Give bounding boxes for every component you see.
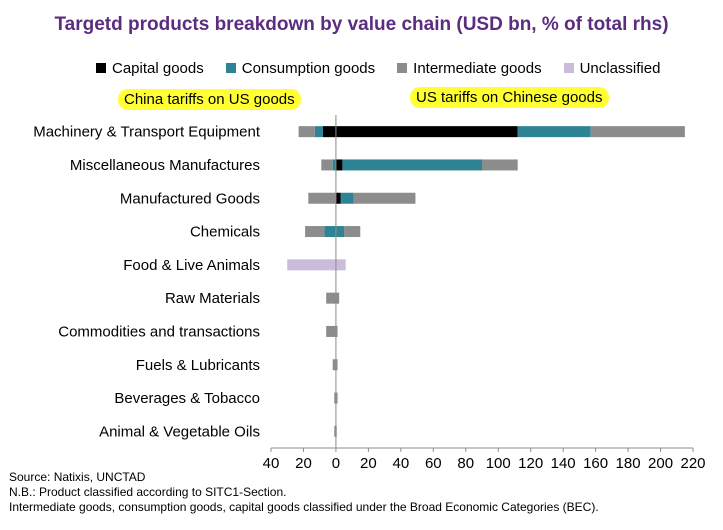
bar-china-consumption-goods xyxy=(332,159,336,171)
legend-swatch-unclassified xyxy=(563,63,574,73)
chart-plot-area: Machinery & Transport Equipment Miscellan… xyxy=(33,115,706,470)
x-tick-label: 200 xyxy=(648,455,673,470)
bar-china-intermediate-goods xyxy=(334,392,336,404)
legend-item-capital-goods: Capital goods xyxy=(96,60,204,77)
legend-item-unclassified: Unclassified xyxy=(563,59,661,77)
footnote-classification: N.B.: Product classified according to SI… xyxy=(9,485,287,499)
x-tick-label: 100 xyxy=(486,455,511,470)
bar-us-consumption-goods xyxy=(340,192,354,204)
legend: Capital goods Consumption goods Intermed… xyxy=(96,58,716,78)
x-tick-label: 180 xyxy=(616,455,641,470)
bar-china-intermediate-goods xyxy=(321,159,333,171)
x-tick-label: 40 xyxy=(263,455,280,470)
bar-us-unclassified xyxy=(335,259,346,271)
legend-swatch-intermediate-goods xyxy=(397,63,408,73)
bar-us-capital-goods xyxy=(335,126,518,138)
category-label: Beverages & Tobacco xyxy=(114,390,260,407)
x-tick-label: 20 xyxy=(360,455,377,470)
x-tick-label: 0 xyxy=(332,455,340,470)
bar-us-consumption-goods xyxy=(342,159,482,171)
legend-label-consumption-goods: Consumption goods xyxy=(241,59,376,77)
footnotes: Source: Natixis, UNCTAD N.B.: Product cl… xyxy=(9,470,599,515)
bar-china-consumption-goods xyxy=(314,126,323,138)
category-label: Raw Materials xyxy=(165,290,260,307)
bar-us-intermediate-goods xyxy=(482,159,518,171)
x-tick-label: 20 xyxy=(295,455,312,470)
category-label: Food & Live Animals xyxy=(123,257,260,274)
legend-item-intermediate-goods: Intermediate goods xyxy=(397,59,542,77)
bar-us-intermediate-goods xyxy=(335,392,338,404)
bar-china-capital-goods xyxy=(322,126,336,138)
bar-china-intermediate-goods xyxy=(332,359,336,371)
category-label: Chemicals xyxy=(190,224,260,241)
category-label: Commodities and transactions xyxy=(58,323,260,340)
x-tick-label: 80 xyxy=(457,455,474,470)
annotation-china-tariffs: China tariffs on US goods xyxy=(118,89,301,110)
bar-china-intermediate-goods xyxy=(326,292,336,304)
legend-swatch-consumption-goods xyxy=(225,63,236,73)
bar-us-intermediate-goods xyxy=(590,126,685,138)
bar-china-intermediate-goods xyxy=(334,425,336,437)
bar-china-unclassified xyxy=(287,259,336,271)
x-tick-label: 160 xyxy=(583,455,608,470)
category-label: Miscellaneous Manufactures xyxy=(70,157,260,174)
footnote-bec: Intermediate goods, consumption goods, c… xyxy=(9,500,599,514)
bar-us-capital-goods xyxy=(335,192,341,204)
legend-item-consumption-goods: Consumption goods xyxy=(225,59,376,77)
annotation-us-tariffs: US tariffs on Chinese goods xyxy=(410,87,609,108)
bar-us-intermediate-goods xyxy=(335,292,340,304)
category-label: Fuels & Lubricants xyxy=(136,357,260,374)
category-label: Animal & Vegetable Oils xyxy=(99,423,260,440)
bar-china-intermediate-goods xyxy=(326,325,336,337)
bar-us-consumption-goods xyxy=(517,126,591,138)
x-tick-label: 140 xyxy=(551,455,576,470)
bar-us-intermediate-goods xyxy=(335,359,338,371)
footnote-source: Source: Natixis, UNCTAD xyxy=(9,470,146,484)
x-tick-label: 120 xyxy=(518,455,543,470)
bar-china-intermediate-goods xyxy=(308,192,336,204)
x-tick-label: 40 xyxy=(393,455,410,470)
bar-us-consumption-goods xyxy=(335,226,345,238)
bar-china-intermediate-goods xyxy=(305,226,325,238)
legend-label-capital-goods: Capital goods xyxy=(112,59,204,77)
x-tick-label: 60 xyxy=(425,455,442,470)
category-label: Manufactured Goods xyxy=(120,190,260,207)
bar-china-intermediate-goods xyxy=(298,126,315,138)
bar-us-intermediate-goods xyxy=(353,192,416,204)
bar-us-intermediate-goods xyxy=(344,226,361,238)
bar-us-intermediate-goods xyxy=(335,325,338,337)
chart-title: Targetd products breakdown by value chai… xyxy=(54,14,669,35)
bar-us-capital-goods xyxy=(335,159,343,171)
bar-china-consumption-goods xyxy=(324,226,336,238)
legend-label-unclassified: Unclassified xyxy=(579,59,661,77)
legend-label-intermediate-goods: Intermediate goods xyxy=(413,59,542,77)
legend-swatch-capital-goods xyxy=(96,63,106,73)
x-tick-label: 220 xyxy=(680,455,705,470)
category-label: Machinery & Transport Equipment xyxy=(33,124,261,141)
